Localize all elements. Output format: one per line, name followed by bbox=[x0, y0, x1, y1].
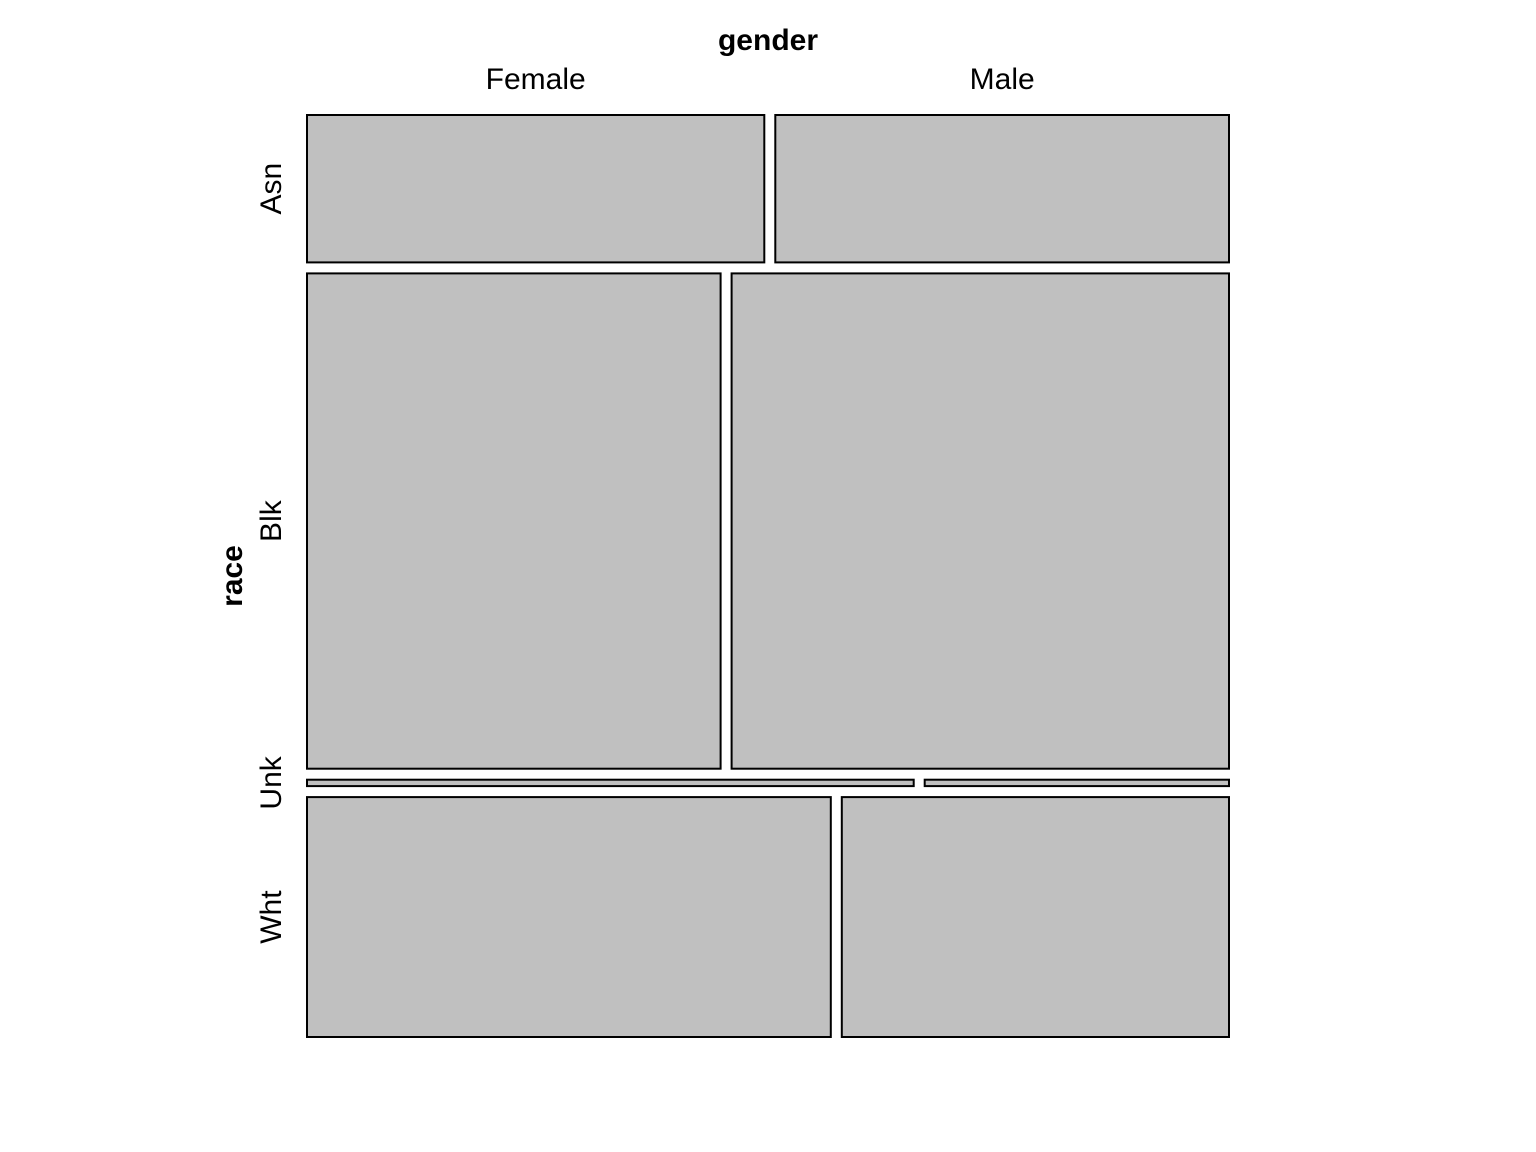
column-level-labels: Female Male bbox=[486, 63, 1035, 96]
row-label-blk: Blk bbox=[255, 499, 288, 542]
row-label-wht: Wht bbox=[255, 890, 288, 944]
tile-wht-male bbox=[840, 796, 1230, 1038]
row-label-unk: Unk bbox=[255, 755, 288, 809]
tile-asn-female bbox=[306, 114, 766, 264]
column-label-male: Male bbox=[970, 63, 1035, 96]
tile-asn-male bbox=[774, 114, 1230, 264]
tile-wht-female bbox=[306, 796, 832, 1038]
tile-unk-female bbox=[306, 778, 915, 788]
row-level-labels: Asn Blk Unk Wht bbox=[255, 163, 288, 944]
tile-blk-male bbox=[730, 272, 1230, 770]
mosaic-tiles bbox=[306, 114, 1230, 1038]
column-label-female: Female bbox=[486, 63, 586, 96]
column-variable-title: gender bbox=[718, 24, 818, 57]
row-label-asn: Asn bbox=[255, 163, 288, 215]
tile-blk-female bbox=[306, 272, 722, 770]
tile-unk-male bbox=[923, 778, 1230, 788]
row-variable-title: race bbox=[216, 545, 249, 607]
